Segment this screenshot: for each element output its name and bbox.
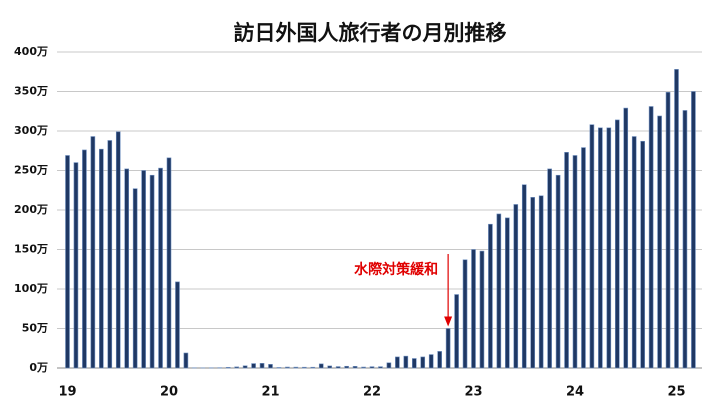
bar xyxy=(302,366,307,369)
bar xyxy=(175,281,180,369)
bar xyxy=(251,363,256,369)
bar xyxy=(132,188,138,369)
bar xyxy=(488,223,493,369)
x-tick-label: 24 xyxy=(566,385,584,400)
bar xyxy=(631,136,637,369)
bar xyxy=(149,174,155,369)
y-tick-label: 100万 xyxy=(14,282,48,295)
y-tick-label: 0万 xyxy=(29,361,48,374)
bar xyxy=(572,155,578,369)
x-tick-label: 19 xyxy=(58,385,76,400)
y-tick-label: 200万 xyxy=(14,203,48,216)
bar xyxy=(166,157,172,369)
bar xyxy=(606,127,612,369)
bar xyxy=(386,362,392,369)
bar xyxy=(555,174,561,369)
bar xyxy=(462,259,468,369)
bar xyxy=(513,204,519,369)
y-tick-label: 250万 xyxy=(14,164,48,177)
bar xyxy=(293,366,299,369)
bar xyxy=(115,131,121,369)
bar xyxy=(648,106,654,369)
bar xyxy=(445,328,451,369)
bar xyxy=(614,119,620,369)
y-tick-label: 300万 xyxy=(14,124,48,137)
bar xyxy=(479,250,485,369)
bar xyxy=(318,363,324,369)
bar xyxy=(428,354,434,369)
bar xyxy=(471,249,476,369)
bar xyxy=(420,356,426,369)
bar xyxy=(259,363,265,369)
x-tick-label: 22 xyxy=(363,385,381,400)
bar xyxy=(107,140,113,369)
bar xyxy=(395,356,400,369)
bar xyxy=(581,147,586,369)
y-tick-label: 400万 xyxy=(14,45,48,58)
bar xyxy=(276,367,282,369)
bar xyxy=(665,91,671,369)
x-tick-label: 20 xyxy=(160,385,178,400)
bar xyxy=(640,140,645,369)
bar xyxy=(90,136,96,369)
bar xyxy=(564,152,569,369)
bar xyxy=(352,366,358,369)
y-tick-label: 150万 xyxy=(14,243,48,256)
bar xyxy=(361,366,366,369)
bar xyxy=(73,162,79,369)
x-tick-label: 21 xyxy=(261,385,279,400)
bar xyxy=(327,365,333,369)
bar xyxy=(285,366,290,369)
bar xyxy=(623,107,629,369)
bar xyxy=(682,110,688,369)
bar xyxy=(530,197,536,369)
bar xyxy=(369,366,375,369)
bar xyxy=(547,168,552,369)
y-tick-label: 50万 xyxy=(22,322,48,335)
bar xyxy=(234,366,239,369)
bar xyxy=(335,366,341,369)
bar xyxy=(691,91,696,369)
bar xyxy=(242,365,248,369)
bar xyxy=(505,217,510,369)
bar xyxy=(657,115,662,369)
bar xyxy=(225,366,231,369)
x-tick-label: 25 xyxy=(667,385,685,400)
bar xyxy=(82,149,87,369)
bar xyxy=(65,155,70,369)
bar xyxy=(158,167,163,369)
y-tick-label: 350万 xyxy=(14,85,48,98)
bar xyxy=(538,195,544,369)
bar xyxy=(310,366,316,369)
bar xyxy=(521,184,527,369)
bar xyxy=(344,365,349,369)
bar xyxy=(496,213,502,369)
annotation: 水際対策緩和 xyxy=(354,261,438,278)
bar xyxy=(183,352,189,369)
bar xyxy=(403,355,409,369)
bar xyxy=(589,124,595,369)
bar xyxy=(141,170,146,369)
annotation-arrowhead xyxy=(444,316,453,327)
bar xyxy=(411,358,417,369)
bar xyxy=(674,69,679,369)
x-tick-label: 23 xyxy=(464,385,482,400)
bar xyxy=(124,168,130,369)
chart-title: 訪日外国人旅行者の月別推移 xyxy=(234,21,507,45)
bar xyxy=(598,127,603,369)
bar xyxy=(378,366,383,369)
bar xyxy=(437,351,442,369)
bar xyxy=(268,364,273,369)
bar xyxy=(454,294,459,369)
bar xyxy=(99,148,104,369)
